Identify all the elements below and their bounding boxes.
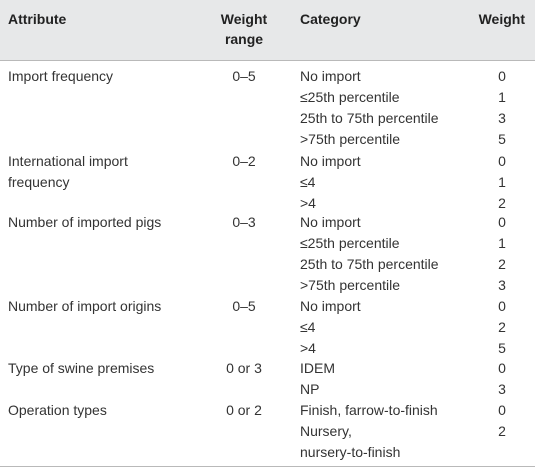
row-categories: IDEM NP xyxy=(300,358,335,400)
row-attribute: International import frequency xyxy=(8,153,128,190)
row-weight-range: 0 or 3 xyxy=(226,360,262,376)
category-item: No import xyxy=(300,298,361,314)
weight-value: 1 xyxy=(498,174,506,190)
category-item: nursery-to-finish xyxy=(300,444,401,460)
header-weight-range: Weight range xyxy=(204,9,284,49)
row-weights: 0 2 5 xyxy=(495,296,509,359)
row-categories: No import ≤25th percentile 25th to 75th … xyxy=(300,212,439,296)
category-item: ≤4 xyxy=(300,174,316,190)
row-attribute: Operation types xyxy=(8,402,107,418)
category-item: ≤25th percentile xyxy=(300,235,400,251)
header-attribute: Attribute xyxy=(8,11,67,27)
row-weights: 0 1 2 3 xyxy=(495,212,509,296)
row-weight-range: 0 or 2 xyxy=(226,402,262,418)
row-attribute: Type of swine premises xyxy=(8,360,155,376)
weight-value: 0 xyxy=(498,360,506,376)
weight-value: 0 xyxy=(498,402,506,418)
category-item: No import xyxy=(300,153,361,169)
category-item: 25th to 75th percentile xyxy=(300,110,439,126)
weight-value: 5 xyxy=(498,131,506,147)
weight-value: 2 xyxy=(498,319,506,335)
row-attribute: Number of import origins xyxy=(8,298,162,314)
weight-value: 5 xyxy=(498,340,506,356)
row-weight-range: 0–3 xyxy=(232,214,256,230)
category-item: No import xyxy=(300,68,361,84)
row-attribute: Number of imported pigs xyxy=(8,214,162,230)
category-item: >4 xyxy=(300,340,316,356)
weight-value: 2 xyxy=(498,256,506,272)
row-categories: No import ≤4 >4 xyxy=(300,151,361,214)
weight-value: 3 xyxy=(498,381,506,397)
weight-value: 3 xyxy=(498,110,506,126)
weight-value: 0 xyxy=(498,298,506,314)
row-categories: No import ≤25th percentile 25th to 75th … xyxy=(300,66,439,150)
category-item: No import xyxy=(300,214,361,230)
row-categories: Finish, farrow-to-finish Nursery, nurser… xyxy=(300,400,438,463)
row-weight-range: 0–5 xyxy=(232,298,256,314)
weight-value: 2 xyxy=(498,423,506,439)
row-categories: No import ≤4 >4 xyxy=(300,296,361,359)
category-item: ≤4 xyxy=(300,319,316,335)
table-bottom-rule xyxy=(0,466,535,467)
row-weights: 0 3 xyxy=(495,358,509,400)
weight-value: 0 xyxy=(498,153,506,169)
row-attribute: Import frequency xyxy=(8,68,114,84)
header-weight: Weight xyxy=(478,11,525,27)
weight-value: 1 xyxy=(498,235,506,251)
weight-value: 3 xyxy=(498,277,506,293)
weight-value xyxy=(495,442,509,463)
table-header: Attribute Weight range Category Weight xyxy=(0,0,535,61)
row-weight-range: 0–5 xyxy=(232,68,256,84)
category-item: >4 xyxy=(300,195,316,211)
weight-value: 1 xyxy=(498,89,506,105)
category-item: >75th percentile xyxy=(300,131,401,147)
weight-value: 0 xyxy=(498,68,506,84)
header-weight-range-line2: range xyxy=(224,31,264,47)
weight-value: 2 xyxy=(498,195,506,211)
row-weights: 0 1 2 xyxy=(495,151,509,214)
category-item: ≤25th percentile xyxy=(300,89,400,105)
category-item: >75th percentile xyxy=(300,277,401,293)
category-item: IDEM xyxy=(300,360,335,376)
header-category: Category xyxy=(300,11,361,27)
row-weights: 0 1 3 5 xyxy=(495,66,509,150)
category-item: Finish, farrow-to-finish xyxy=(300,402,438,418)
category-item: 25th to 75th percentile xyxy=(300,256,439,272)
weight-value: 0 xyxy=(498,214,506,230)
category-item: Nursery, xyxy=(300,423,352,439)
row-weights: 0 2 xyxy=(495,400,509,463)
row-weight-range: 0–2 xyxy=(232,153,256,169)
category-item: NP xyxy=(300,381,320,397)
header-weight-range-line1: Weight xyxy=(220,11,268,27)
